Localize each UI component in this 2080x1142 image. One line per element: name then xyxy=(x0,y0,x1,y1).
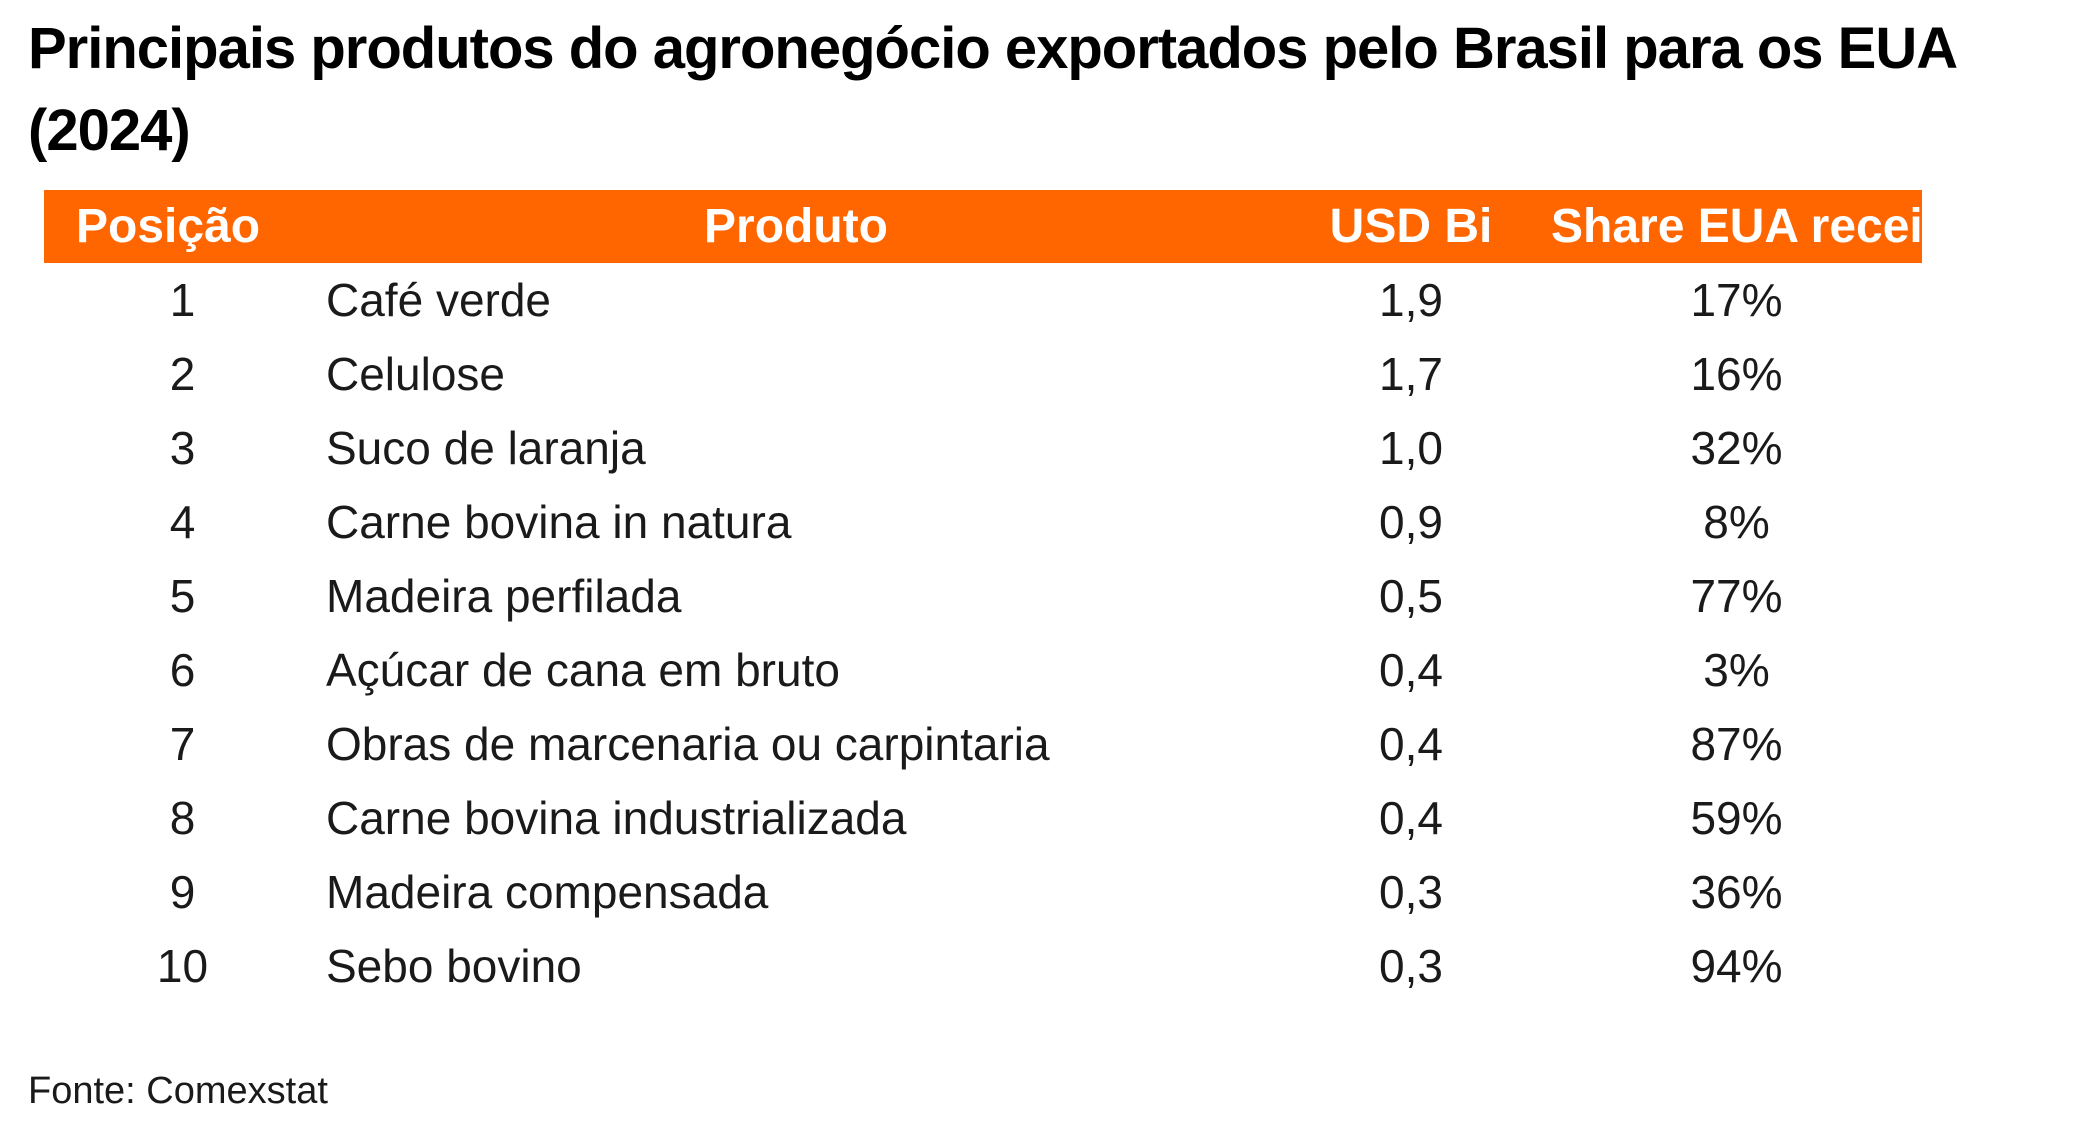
cell-posicao: 6 xyxy=(169,644,196,696)
table-body: 1 Café verde 1,9 17% 2 Celulose 1,7 16% … xyxy=(44,263,1922,1003)
cell-share: 17% xyxy=(1690,274,1783,326)
cell-produto: Café verde xyxy=(326,274,552,326)
cell-posicao: 2 xyxy=(169,348,196,400)
table-row: 9 Madeira compensada 0,3 36% xyxy=(44,855,1922,929)
cell-produto: Celulose xyxy=(326,348,505,400)
cell-produto: Sebo bovino xyxy=(326,940,582,992)
cell-posicao: 7 xyxy=(169,718,196,770)
cell-usd-bi: 0,4 xyxy=(1379,792,1443,844)
cell-share: 36% xyxy=(1690,866,1783,918)
cell-usd-bi: 0,3 xyxy=(1379,866,1443,918)
header-row: Posição Produto USD Bi Share EUA receita xyxy=(44,190,1966,263)
table-row: 10 Sebo bovino 0,3 94% xyxy=(44,929,1922,1003)
exports-table-container: Posição Produto USD Bi Share EUA receita… xyxy=(44,190,1965,1003)
table-row: 8 Carne bovina industrializada 0,4 59% xyxy=(44,781,1922,855)
cell-usd-bi: 0,3 xyxy=(1379,940,1443,992)
header-usd-bi: USD Bi xyxy=(1329,200,1493,253)
cell-produto: Suco de laranja xyxy=(326,422,646,474)
cell-produto: Carne bovina industrializada xyxy=(326,792,907,844)
cell-produto: Carne bovina in natura xyxy=(326,496,792,548)
cell-posicao: 3 xyxy=(169,422,196,474)
source-note: Fonte: Comexstat xyxy=(28,1070,328,1112)
table-row: 2 Celulose 1,7 16% xyxy=(44,337,1922,411)
cell-posicao: 10 xyxy=(156,940,209,992)
cell-posicao: 9 xyxy=(169,866,196,918)
table-row: 7 Obras de marcenaria ou carpintaria 0,4… xyxy=(44,707,1922,781)
cell-usd-bi: 0,5 xyxy=(1379,570,1443,622)
cell-share: 87% xyxy=(1690,718,1783,770)
cell-usd-bi: 0,4 xyxy=(1379,644,1443,696)
cell-produto: Madeira perfilada xyxy=(326,570,682,622)
table-row: 1 Café verde 1,9 17% xyxy=(44,263,1922,337)
cell-usd-bi: 0,4 xyxy=(1379,718,1443,770)
header-posicao: Posição xyxy=(76,200,261,253)
table-row: 4 Carne bovina in natura 0,9 8% xyxy=(44,485,1922,559)
cell-posicao: 8 xyxy=(169,792,196,844)
cell-share: 77% xyxy=(1690,570,1783,622)
cell-posicao: 5 xyxy=(169,570,196,622)
cell-share: 59% xyxy=(1690,792,1783,844)
cell-share: 3% xyxy=(1703,644,1770,696)
exports-table: Posição Produto USD Bi Share EUA receita… xyxy=(44,190,1966,1003)
header-produto: Produto xyxy=(704,200,888,253)
chart-title: Principais produtos do agronegócio expor… xyxy=(28,16,1956,163)
cell-posicao: 4 xyxy=(169,496,196,548)
table-row: 6 Açúcar de cana em bruto 0,4 3% xyxy=(44,633,1922,707)
cell-posicao: 1 xyxy=(169,274,196,326)
cell-produto: Obras de marcenaria ou carpintaria xyxy=(326,718,1050,770)
cell-share: 32% xyxy=(1690,422,1783,474)
cell-usd-bi: 1,0 xyxy=(1379,422,1443,474)
cell-usd-bi: 1,9 xyxy=(1379,274,1443,326)
table-row: 5 Madeira perfilada 0,5 77% xyxy=(44,559,1922,633)
cell-share: 8% xyxy=(1703,496,1770,548)
cell-produto: Madeira compensada xyxy=(326,866,769,918)
cell-usd-bi: 1,7 xyxy=(1379,348,1443,400)
header-share-eua-receita: Share EUA receita xyxy=(1551,200,1966,253)
cell-produto: Açúcar de cana em bruto xyxy=(326,644,840,696)
table-row: 3 Suco de laranja 1,0 32% xyxy=(44,411,1922,485)
cell-usd-bi: 0,9 xyxy=(1379,496,1443,548)
cell-share: 16% xyxy=(1690,348,1783,400)
table-header: Posição Produto USD Bi Share EUA receita xyxy=(44,190,1966,263)
cell-share: 94% xyxy=(1690,940,1783,992)
